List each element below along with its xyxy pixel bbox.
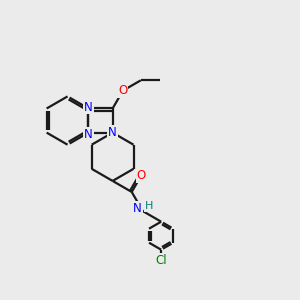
- Text: N: N: [84, 100, 93, 113]
- Text: Cl: Cl: [155, 254, 167, 267]
- Text: O: O: [137, 169, 146, 182]
- Text: N: N: [133, 202, 142, 215]
- Text: O: O: [118, 84, 128, 97]
- Text: H: H: [145, 201, 153, 211]
- Text: N: N: [108, 126, 117, 139]
- Text: N: N: [84, 128, 93, 141]
